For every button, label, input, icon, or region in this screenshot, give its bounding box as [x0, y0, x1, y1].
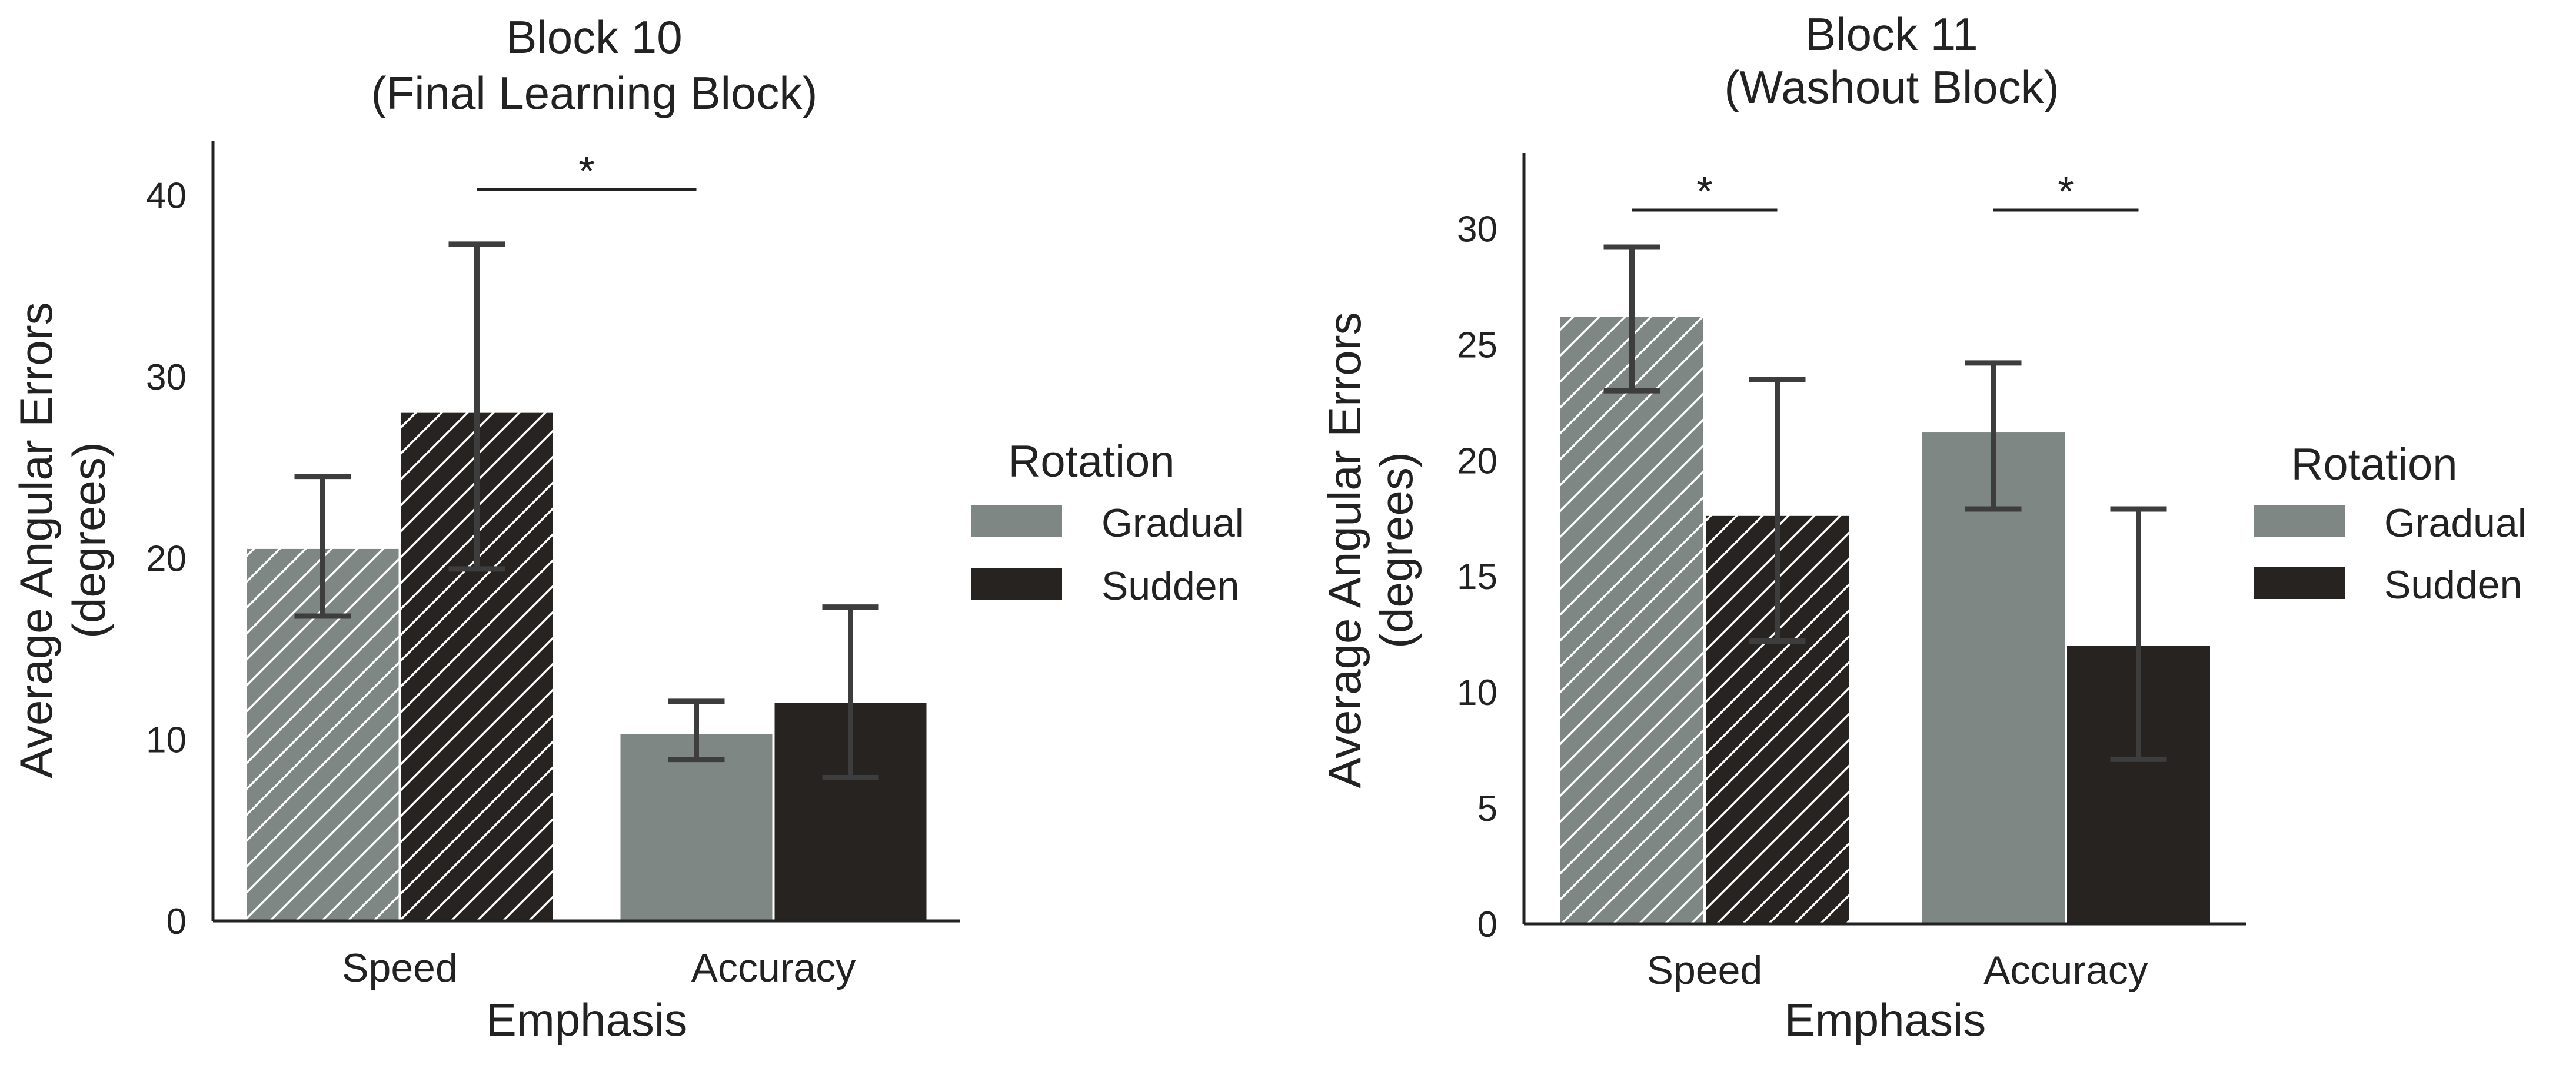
y-axis-label-line-2: (degrees) [1370, 452, 1422, 648]
y-tick-label: 10 [1457, 673, 1497, 713]
legend-label-gradual: Gradual [2384, 501, 2527, 545]
bar-gradual-accuracy [620, 734, 773, 921]
chart-title-line-2: (Washout Block) [1724, 61, 2059, 113]
significance-marker: * [1696, 168, 1712, 214]
legend-label-gradual: Gradual [1101, 501, 1244, 545]
y-axis-label-line-1: Average Angular Errors [1319, 312, 1370, 788]
significance-marker: * [578, 148, 594, 194]
chart-title-line-2: (Final Learning Block) [371, 67, 818, 119]
y-axis-label-line-2: (degrees) [63, 442, 115, 638]
legend-swatch-sudden [2254, 567, 2345, 599]
y-tick-label: 0 [167, 901, 187, 942]
x-tick-label-accuracy: Accuracy [691, 946, 856, 990]
y-tick-label: 25 [1457, 325, 1497, 365]
y-tick-label: 40 [146, 176, 187, 217]
y-tick-label: 10 [146, 720, 187, 761]
legend-swatch-gradual [2254, 505, 2345, 537]
x-tick-label-speed: Speed [1647, 948, 1763, 993]
x-axis-label: Emphasis [1785, 994, 1986, 1046]
y-tick-label: 15 [1457, 557, 1497, 597]
y-tick-label: 20 [1457, 441, 1497, 481]
y-axis-label-line-1: Average Angular Errors [10, 302, 62, 778]
y-tick-label: 0 [1477, 904, 1497, 945]
chart-block-10: Block 10(Final Learning Block) 0 10 20 30 40 S… [10, 11, 1244, 1046]
bar-gradual-speed [1560, 317, 1703, 924]
significance-marker: * [2058, 168, 2074, 214]
chart-title-line-1: Block 11 [1805, 8, 1978, 60]
y-tick-label: 20 [146, 538, 187, 579]
bar-gradual-accuracy [1922, 432, 2065, 924]
legend-swatch-gradual [971, 505, 1062, 537]
legend-label-sudden: Sudden [2384, 563, 2522, 607]
chart-title-line-1: Block 10 [506, 11, 682, 63]
y-tick-label: 30 [1457, 209, 1497, 249]
legend-title: Rotation [2291, 440, 2457, 490]
x-tick-label-accuracy: Accuracy [1983, 948, 2148, 993]
y-tick-label: 5 [1477, 788, 1497, 829]
legend-swatch-sudden [971, 568, 1062, 600]
x-tick-label-speed: Speed [342, 946, 458, 990]
x-axis-label: Emphasis [486, 994, 687, 1046]
y-tick-label: 30 [146, 357, 187, 398]
legend-title: Rotation [1008, 437, 1174, 487]
legend-label-sudden: Sudden [1101, 564, 1239, 608]
chart-block-11: Block 11(Washout Block) 0 5 10 15 20 25 30 Speed… [1319, 8, 2527, 1046]
